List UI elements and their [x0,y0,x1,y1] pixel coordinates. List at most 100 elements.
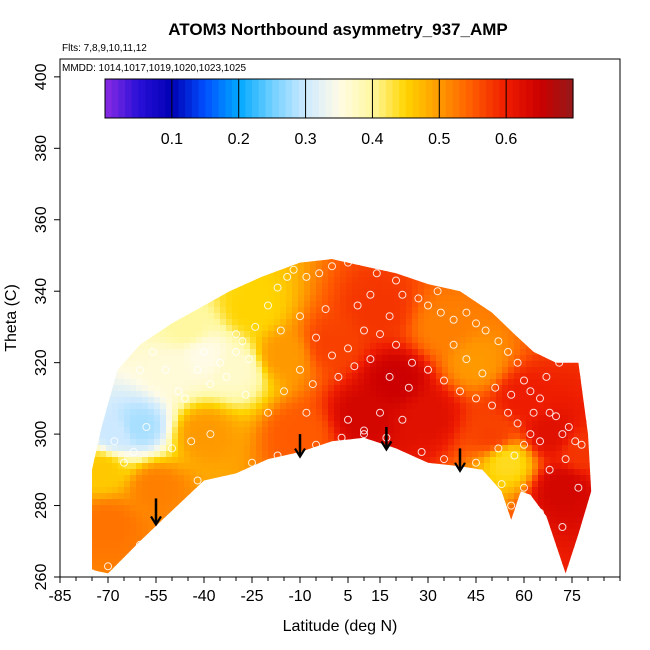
heatmap-cell [154,265,161,272]
heatmap-cell [358,355,365,362]
heatmap-cell [454,373,461,380]
heatmap-cell [574,541,581,548]
heatmap-cell [316,469,323,476]
heatmap-cell [526,433,533,440]
heatmap-cell [550,307,557,314]
heatmap-cell [220,415,227,422]
heatmap-cell [100,277,107,284]
heatmap-cell [328,421,335,428]
heatmap-cell [448,505,455,512]
heatmap-cell [250,403,257,410]
heatmap-cell [208,235,215,242]
heatmap-cell [376,301,383,308]
heatmap-cell [352,499,359,506]
heatmap-cell [370,259,377,260]
heatmap-cell [232,511,239,518]
heatmap-cell [184,265,191,272]
heatmap-cell [532,403,539,410]
heatmap-cell [142,289,149,296]
heatmap-cell [502,403,509,410]
heatmap-cell [580,367,587,374]
heatmap-cell [184,289,191,296]
heatmap-cell [376,541,383,548]
heatmap-cell [574,493,581,500]
heatmap-cell [346,385,353,392]
heatmap-cell [190,313,197,320]
heatmap-cell [580,541,587,548]
heatmap-cell [532,241,539,248]
heatmap-cell [424,355,431,362]
heatmap-cell [112,511,119,518]
heatmap-cell [538,283,545,290]
heatmap-cell [184,367,191,374]
heatmap-cell [136,319,143,326]
heatmap-cell [292,577,299,584]
heatmap-cell [484,265,491,272]
heatmap-cell [400,487,407,494]
heatmap-cell [406,409,413,416]
heatmap-cell [508,553,515,560]
heatmap-cell [250,373,257,380]
heatmap-cell [406,451,413,458]
heatmap-cell [130,505,137,512]
heatmap-cell [430,343,437,350]
heatmap-cell [466,331,473,338]
heatmap-cell [148,343,155,350]
heatmap-cell [490,463,497,470]
heatmap-cell [172,433,179,440]
heatmap-cell [502,523,509,530]
heatmap-cell [514,415,521,422]
heatmap-cell [430,361,437,368]
heatmap-cell [418,541,425,548]
heatmap-cell [112,469,119,476]
heatmap-cell [202,451,209,458]
heatmap-cell [298,355,305,362]
heatmap-cell [316,307,323,314]
heatmap-cell [82,505,89,512]
heatmap-cell [454,511,461,518]
heatmap-cell [184,259,191,266]
heatmap-cell [364,445,371,452]
heatmap-cell [532,457,539,464]
heatmap-cell [196,481,203,488]
heatmap-cell [388,307,395,314]
heatmap-cell [376,289,383,296]
heatmap-cell [442,361,449,368]
heatmap-cell [154,469,161,476]
heatmap-cell [412,511,419,518]
heatmap-cell [70,247,77,254]
heatmap-cell [550,361,557,368]
heatmap-cell [340,451,347,458]
heatmap-cell [364,379,371,386]
heatmap-cell [580,373,587,380]
heatmap-cell [400,553,407,560]
heatmap-cell [268,475,275,482]
heatmap-cell [238,511,245,518]
heatmap-cell [328,577,335,584]
heatmap-cell [172,259,179,266]
heatmap-cell [502,259,509,260]
heatmap-cell [568,295,575,302]
heatmap-cell [208,283,215,290]
heatmap-cell [106,331,113,338]
heatmap-cell [280,523,287,530]
heatmap-cell [418,523,425,530]
heatmap-cell [346,433,353,440]
heatmap-cell [550,505,557,512]
heatmap-cell [508,373,515,380]
heatmap-cell [358,397,365,404]
heatmap-cell [292,373,299,380]
heatmap-cell [136,265,143,272]
heatmap-cell [550,367,557,374]
heatmap-cell [226,385,233,392]
heatmap-cell [202,535,209,542]
heatmap-cell [292,307,299,314]
heatmap-cell [328,397,335,404]
heatmap-cell [166,265,173,272]
heatmap-cell [370,403,377,410]
heatmap-cell [448,403,455,410]
heatmap-cell [124,289,131,296]
heatmap-cell [178,379,185,386]
heatmap-cell [346,409,353,416]
heatmap-cell [202,481,209,488]
